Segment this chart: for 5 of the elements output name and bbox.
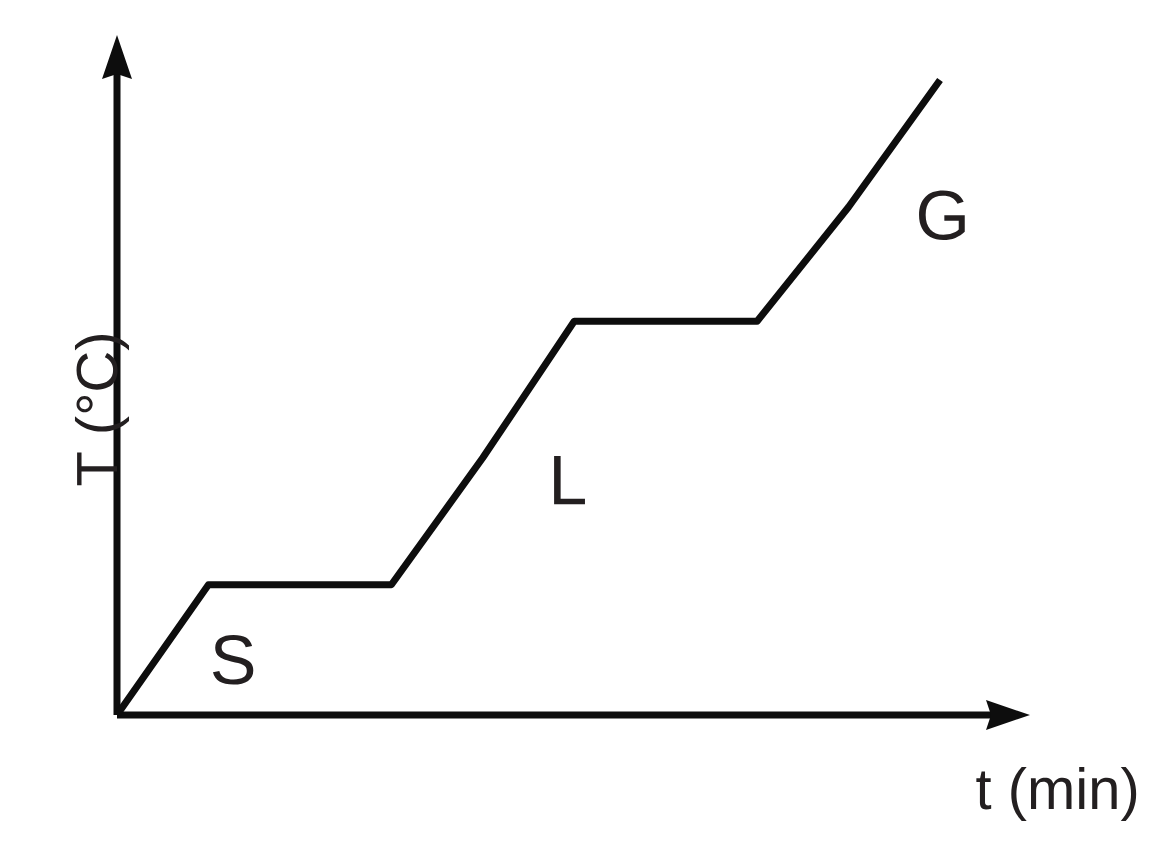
x-axis-title: t (min) — [976, 766, 1137, 822]
annotation: L — [554, 455, 585, 505]
annotation: S — [212, 634, 254, 685]
annotation: G — [919, 190, 965, 241]
y-axis-title: T (°C) — [74, 335, 130, 486]
